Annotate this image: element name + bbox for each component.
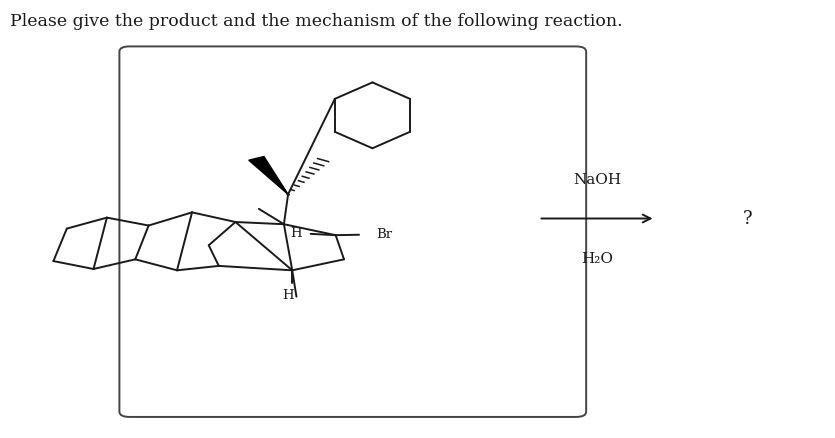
Text: NaOH: NaOH bbox=[573, 172, 621, 186]
Text: ?: ? bbox=[742, 210, 752, 228]
Text: H: H bbox=[282, 288, 294, 301]
Text: Br: Br bbox=[376, 228, 392, 241]
FancyBboxPatch shape bbox=[119, 47, 586, 417]
Text: H₂O: H₂O bbox=[581, 252, 613, 266]
Polygon shape bbox=[249, 157, 288, 195]
Text: Please give the product and the mechanism of the following reaction.: Please give the product and the mechanis… bbox=[10, 13, 623, 30]
Text: H: H bbox=[290, 227, 301, 240]
